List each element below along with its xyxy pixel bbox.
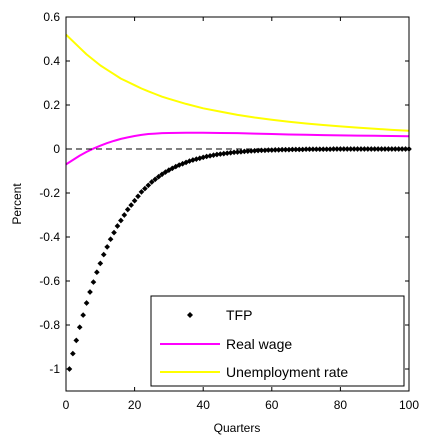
plot-frame — [65, 16, 410, 392]
legend-swatch-tfp — [187, 312, 193, 318]
data-point-tfp — [124, 206, 131, 213]
data-point-tfp — [155, 173, 162, 180]
data-point-tfp — [111, 229, 117, 236]
y-tick-label: 0 — [53, 142, 60, 156]
data-point-tfp — [104, 244, 110, 250]
data-point-tfp — [118, 217, 124, 224]
data-point-tfp — [73, 337, 80, 344]
series-line-unemployment-rate — [65, 33, 410, 132]
x-axis-ticks: 0 20 40 60 80 100 — [63, 17, 419, 412]
x-axis-label: Quarters — [214, 421, 261, 435]
x-tick-label: 100 — [399, 398, 419, 412]
data-point-tfp — [121, 212, 128, 218]
data-point-tfp — [80, 312, 86, 318]
data-point-tfp — [159, 171, 165, 178]
y-tick-label: 0.4 — [43, 54, 60, 68]
legend-items: TFP Real wage Unemployment rate — [160, 307, 348, 380]
y-tick-label: -1 — [49, 362, 60, 376]
data-point-tfp — [100, 251, 107, 258]
series-line-real-wage — [65, 131, 410, 166]
data-point-tfp — [138, 189, 145, 195]
x-tick-label: 80 — [334, 398, 348, 412]
data-point-tfp — [145, 182, 152, 189]
x-tick-label: 40 — [197, 398, 211, 412]
data-point-tfp — [87, 289, 93, 295]
x-tick-label: 60 — [265, 398, 279, 412]
x-tick-label: 0 — [63, 398, 70, 412]
legend-label-tfp: TFP — [226, 307, 252, 323]
y-axis-ticks: -1 -0.8 -0.6 -0.4 -0.2 0 0.2 0.4 0.6 — [39, 10, 409, 376]
data-point-tfp — [135, 193, 141, 200]
y-tick-label: -0.4 — [39, 230, 60, 244]
data-point-tfp — [97, 260, 104, 267]
data-point-tfp — [76, 324, 83, 331]
legend-label-real-wage: Real wage — [226, 336, 292, 352]
data-point-tfp — [94, 269, 100, 276]
data-point-tfp — [148, 179, 155, 185]
data-point-tfp — [128, 202, 134, 208]
y-axis-label: Percent — [10, 183, 24, 225]
data-point-tfp — [90, 279, 97, 285]
y-tick-label: -0.6 — [39, 274, 60, 288]
data-point-tfp — [142, 185, 148, 192]
data-point-tfp — [131, 197, 138, 204]
legend: TFP Real wage Unemployment rate — [150, 295, 405, 387]
x-tick-label: 20 — [128, 398, 142, 412]
data-point-tfp — [162, 169, 169, 175]
y-tick-label: -0.2 — [39, 186, 60, 200]
y-tick-label: -0.8 — [39, 318, 60, 332]
data-point-tfp — [83, 300, 90, 306]
legend-label-unemployment-rate: Unemployment rate — [226, 364, 348, 380]
data-point-tfp — [152, 176, 159, 183]
data-point-tfp — [70, 350, 76, 357]
y-tick-label: 0.2 — [43, 98, 60, 112]
data-point-tfp — [107, 236, 114, 243]
y-tick-label: 0.6 — [43, 10, 60, 24]
data-point-tfp — [114, 223, 121, 229]
